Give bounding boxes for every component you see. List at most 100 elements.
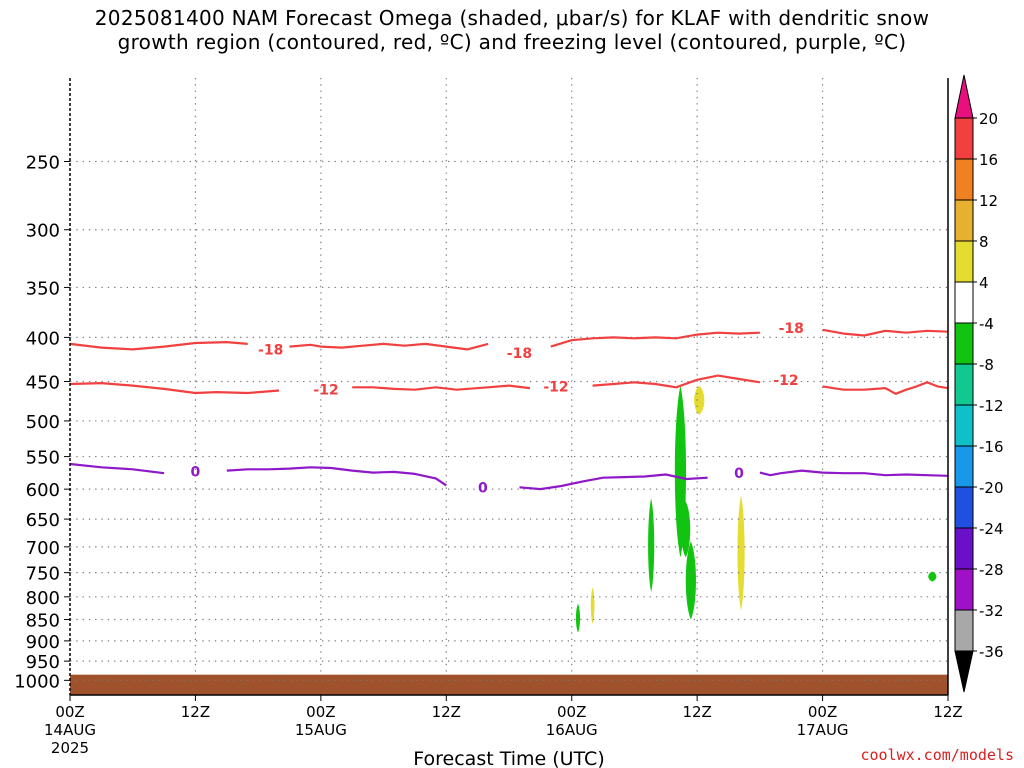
y-tick-label-750: 750 [26, 564, 60, 585]
contour-label--12-1: -12 [543, 379, 568, 395]
contour--18-seg-1 [289, 342, 489, 351]
y-tick-label-450: 450 [26, 372, 60, 393]
colorbar-box-6 [954, 363, 974, 406]
y-tick-label-950: 950 [26, 652, 60, 673]
y-tick-label-400: 400 [26, 328, 60, 349]
contour-label-0-1: 0 [478, 480, 488, 496]
colorbar-box-3 [954, 240, 974, 283]
x-tick-label-12-line1: 12Z [181, 703, 210, 721]
chart-title-line-2: growth region (contoured, red, ºC) and f… [117, 30, 907, 54]
x-tick-label-36-line1: 12Z [432, 703, 461, 721]
contour-label--12-0: -12 [313, 383, 338, 399]
x-tick-label-60-line1: 12Z [682, 703, 711, 721]
contour--18-seg-0 [69, 341, 248, 351]
colorbar-box-1 [954, 158, 974, 201]
x-tick-label-72-line1: 00Z [808, 703, 837, 721]
x-tick-label-72-line2: 17AUG [797, 721, 849, 739]
colorbar-box-8 [954, 445, 974, 488]
x-tick-label-24-line1: 00Z [306, 703, 335, 721]
colorbar-label-9: -20 [979, 479, 1004, 497]
contour-label--18-2: -18 [779, 321, 804, 337]
omega-region-7 [590, 587, 595, 624]
y-tick-label-250: 250 [26, 153, 60, 174]
y-tick-label-700: 700 [26, 538, 60, 559]
contour-0-seg-0 [69, 462, 165, 475]
x-tick-label-48-line2: 16AUG [546, 721, 598, 739]
colorbar-box-0 [954, 117, 974, 160]
y-tick-label-550: 550 [26, 448, 60, 469]
contour-label--18-1: -18 [507, 346, 532, 362]
colorbar-label-0: 20 [979, 110, 998, 128]
y-tick-label-650: 650 [26, 510, 60, 531]
omega-region-1 [681, 501, 691, 558]
x-tick-label-48-line1: 00Z [557, 703, 586, 721]
x-axis-title: Forecast Time (UTC) [413, 748, 604, 768]
colorbar-label-2: 12 [979, 192, 998, 210]
colorbar-label-13: -36 [979, 643, 1004, 661]
contour--18-seg-3 [822, 328, 949, 337]
chart-title-line-1: 2025081400 NAM Forecast Omega (shaded, μ… [94, 6, 930, 30]
colorbar-label-11: -28 [979, 561, 1004, 579]
contour--12-seg-2 [592, 374, 761, 389]
credit-text: coolwx.com/models [860, 746, 1014, 764]
colorbar-label-8: -16 [979, 438, 1004, 456]
y-tick-label-1000: 1000 [14, 671, 60, 692]
ground-fill [70, 674, 948, 695]
ground-area [70, 674, 948, 695]
x-tick-label-24-line2: 15AUG [295, 721, 347, 739]
y-tick-label-900: 900 [26, 632, 60, 653]
contour--12-seg-1 [352, 384, 531, 391]
omega-region-6 [694, 385, 705, 415]
colorbar-box-5 [954, 322, 974, 365]
omega-region-5 [737, 495, 745, 611]
chart-title: 2025081400 NAM Forecast Omega (shaded, μ… [0, 6, 1024, 54]
colorbar-label-5: -4 [979, 315, 994, 333]
grid-lines [70, 78, 948, 681]
y-tick-label-850: 850 [26, 611, 60, 632]
contour-label-0-2: 0 [734, 466, 744, 482]
contour-0-seg-1 [226, 466, 447, 487]
colorbar-label-12: -32 [979, 602, 1004, 620]
colorbar-box-10 [954, 527, 974, 570]
colorbar-top-arrow [954, 74, 974, 119]
x-tick-label-0-line3: 2025 [51, 739, 89, 757]
y-tick-label-800: 800 [26, 588, 60, 609]
colorbar-label-10: -24 [979, 520, 1004, 538]
colorbar-box-4 [954, 281, 974, 324]
colorbar-box-2 [954, 199, 974, 242]
contour--12-seg-0 [69, 382, 280, 395]
contour--18-seg-2 [550, 331, 760, 348]
colorbar-label-6: -8 [979, 356, 994, 374]
omega-region-4 [575, 603, 581, 633]
y-tick-label-500: 500 [26, 412, 60, 433]
omega-region-2 [685, 541, 696, 620]
x-tick-label-0-line2: 14AUG [44, 721, 96, 739]
contour-label--18-0: -18 [258, 342, 283, 358]
colorbar: 20 16 12 8 4 -4 -8 -12 -16 -20 -24 -28 -32 -36 [954, 74, 1004, 693]
colorbar-bottom-arrow [954, 650, 974, 693]
x-tick-label-84-line1: 12Z [933, 703, 962, 721]
contour-label--12-2: -12 [773, 373, 798, 389]
omega-shading [575, 385, 937, 633]
omega-region-8 [928, 571, 937, 582]
plot-frame [69, 78, 949, 696]
y-tick-label-300: 300 [26, 221, 60, 242]
y-axis: 2503003504004505005506006507007508008509… [14, 153, 70, 692]
colorbar-label-3: 8 [979, 233, 989, 251]
colorbar-label-1: 16 [979, 151, 998, 169]
colorbar-box-9 [954, 486, 974, 529]
y-tick-label-600: 600 [26, 480, 60, 501]
colorbar-box-7 [954, 404, 974, 447]
contour-0-seg-2 [519, 473, 708, 491]
colorbar-box-12 [954, 609, 974, 652]
contours: -18 -18 -18 -12 -12 -12 0 0 0 [69, 321, 949, 496]
colorbar-label-7: -12 [979, 397, 1004, 415]
colorbar-box-11 [954, 568, 974, 611]
colorbar-label-4: 4 [979, 274, 989, 292]
contour--12-seg-3 [822, 381, 949, 395]
y-tick-label-350: 350 [26, 278, 60, 299]
omega-region-3 [648, 498, 655, 593]
contour-label-0-0: 0 [191, 464, 201, 480]
x-tick-label-0-line1: 00Z [55, 703, 84, 721]
